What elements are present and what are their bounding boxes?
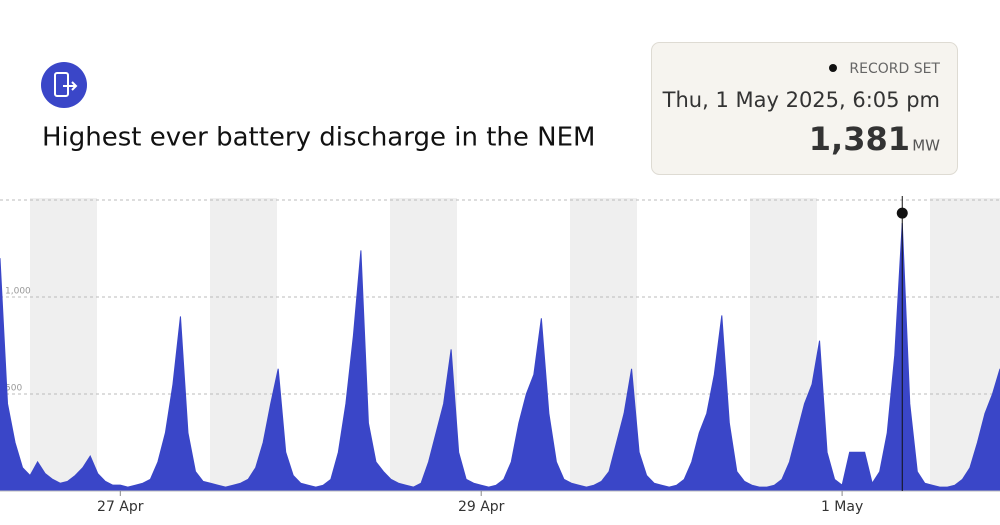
x-tick-label: 1 May (821, 499, 863, 515)
night-bands (30, 198, 1000, 491)
card-label: RECORD SET (849, 61, 940, 77)
x-tick-label: 29 Apr (458, 499, 505, 515)
card-value: 1,381 (809, 120, 910, 158)
record-point (896, 207, 908, 219)
record-dot-icon (829, 64, 837, 72)
area (0, 223, 1000, 492)
y-tick-label: 1,000 (5, 287, 31, 297)
icon-glyph (54, 72, 78, 97)
card-datetime: Thu, 1 May 2025, 6:05 pm (662, 88, 940, 112)
title: Highest ever battery discharge in the NE… (42, 123, 595, 153)
record-card (651, 42, 958, 175)
night-band (30, 198, 97, 491)
y-tick-label: 500 (5, 384, 22, 394)
x-tick-label: 27 Apr (97, 499, 144, 515)
card-unit: MW (912, 137, 940, 155)
